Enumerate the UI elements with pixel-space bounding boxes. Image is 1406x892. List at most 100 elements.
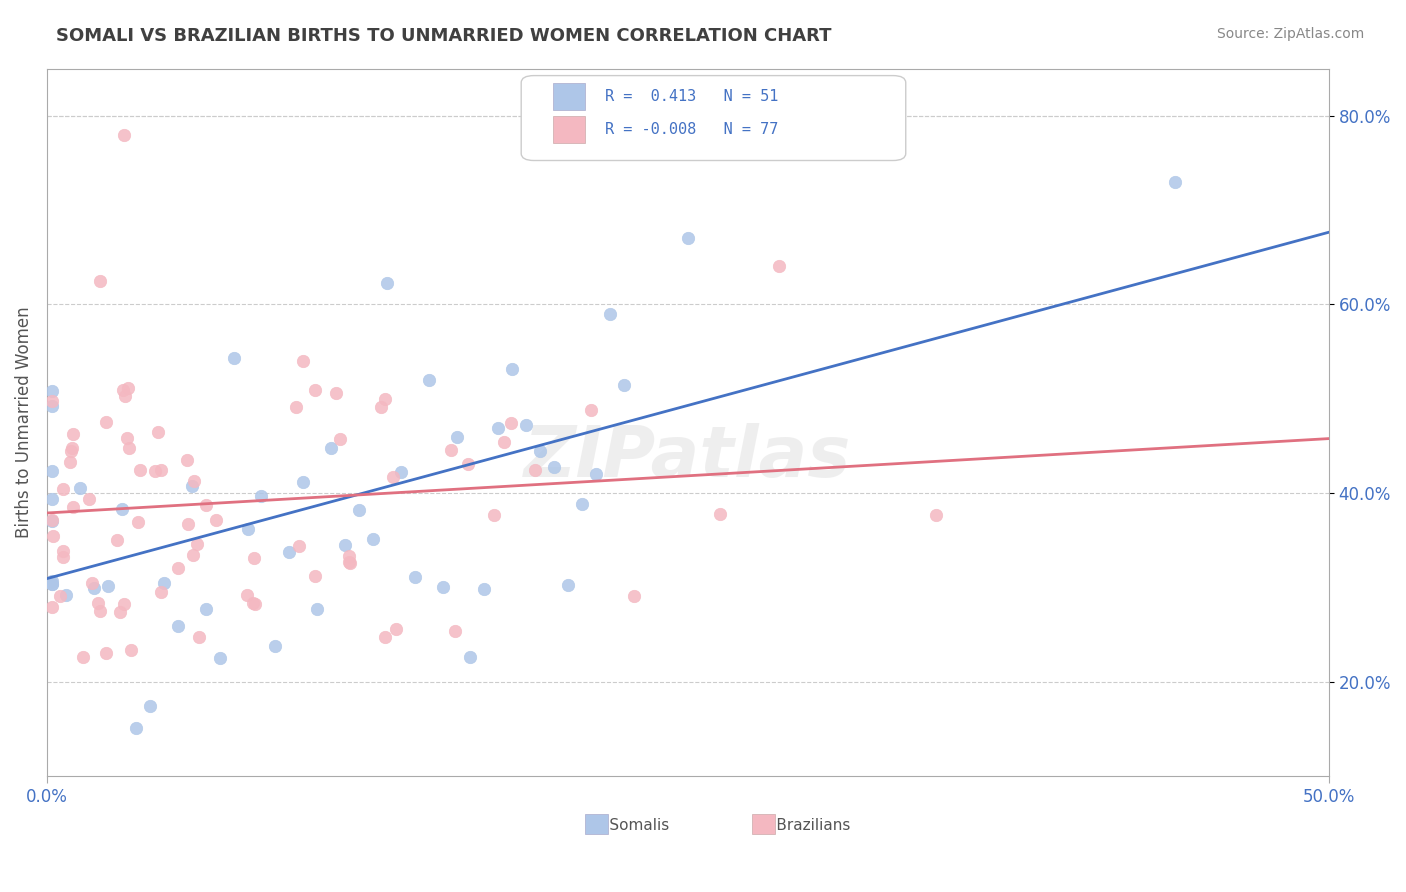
Point <box>153 575 176 590</box>
Point <box>382 470 405 484</box>
Point <box>187 630 209 644</box>
Point <box>243 598 266 612</box>
Text: ZIPatlas: ZIPatlas <box>524 423 852 492</box>
Point <box>62 500 84 514</box>
Point <box>361 532 384 546</box>
Point <box>325 386 347 401</box>
Point <box>501 362 523 376</box>
Point <box>457 457 479 471</box>
Point <box>62 426 84 441</box>
Y-axis label: Births to Unmarried Women: Births to Unmarried Women <box>15 307 32 538</box>
Point <box>925 508 948 522</box>
Point <box>375 276 398 290</box>
Point <box>321 441 343 455</box>
Point <box>89 274 111 288</box>
Point <box>52 482 75 496</box>
Point <box>418 373 440 387</box>
Point <box>41 399 63 413</box>
Point <box>120 643 142 657</box>
Point <box>94 415 117 429</box>
Point <box>139 698 162 713</box>
Point <box>177 517 200 532</box>
Point <box>52 544 75 558</box>
Point <box>474 582 496 596</box>
Point <box>486 421 509 435</box>
Point <box>236 522 259 536</box>
Point <box>83 582 105 596</box>
Point <box>446 429 468 443</box>
Point <box>304 569 326 583</box>
Point <box>585 467 607 481</box>
Point <box>146 425 169 440</box>
Point <box>337 549 360 564</box>
Point <box>581 403 603 417</box>
Point <box>41 513 63 527</box>
Point <box>292 353 315 368</box>
Point <box>111 502 134 516</box>
Point <box>181 548 204 562</box>
Point <box>347 503 370 517</box>
Point <box>41 576 63 591</box>
Point <box>89 604 111 618</box>
FancyBboxPatch shape <box>752 814 775 834</box>
Point <box>60 442 83 456</box>
Point <box>557 578 579 592</box>
Point <box>623 589 645 603</box>
Point <box>42 529 65 543</box>
Point <box>150 463 173 477</box>
Point <box>183 474 205 488</box>
Point <box>768 259 790 273</box>
Point <box>59 455 82 469</box>
Point <box>41 599 63 614</box>
Text: Source: ZipAtlas.com: Source: ZipAtlas.com <box>1216 27 1364 41</box>
Point <box>112 128 135 142</box>
Point <box>69 481 91 495</box>
Point <box>186 537 208 551</box>
Point <box>501 417 523 431</box>
Point <box>127 515 149 529</box>
Point <box>1164 175 1187 189</box>
Point <box>118 441 141 455</box>
Point <box>613 377 636 392</box>
Point <box>117 381 139 395</box>
Point <box>167 619 190 633</box>
Point <box>41 514 63 528</box>
Point <box>524 463 547 477</box>
Point <box>125 722 148 736</box>
Point <box>307 601 329 615</box>
Point <box>72 649 94 664</box>
Point <box>292 475 315 489</box>
Point <box>49 589 72 603</box>
Point <box>329 433 352 447</box>
Point <box>112 598 135 612</box>
Point <box>250 489 273 503</box>
Point <box>77 492 100 507</box>
Point <box>284 401 307 415</box>
Point <box>460 650 482 665</box>
Point <box>112 384 135 398</box>
Point <box>176 453 198 467</box>
Point <box>114 389 136 403</box>
Point <box>709 508 731 522</box>
Point <box>515 417 537 432</box>
Point <box>389 465 412 479</box>
Point <box>370 400 392 414</box>
Point <box>208 650 231 665</box>
Point <box>41 574 63 588</box>
Point <box>529 444 551 458</box>
Point <box>115 431 138 445</box>
Point <box>374 392 396 407</box>
Point <box>333 538 356 552</box>
Text: SOMALI VS BRAZILIAN BIRTHS TO UNMARRIED WOMEN CORRELATION CHART: SOMALI VS BRAZILIAN BIRTHS TO UNMARRIED … <box>56 27 832 45</box>
Point <box>374 630 396 644</box>
FancyBboxPatch shape <box>522 76 905 161</box>
Point <box>97 578 120 592</box>
Point <box>205 513 228 527</box>
Point <box>180 479 202 493</box>
Point <box>440 442 463 457</box>
Text: R = -0.008   N = 77: R = -0.008 N = 77 <box>605 122 778 137</box>
Text: R =  0.413   N = 51: R = 0.413 N = 51 <box>605 89 778 103</box>
Point <box>264 640 287 654</box>
Point <box>41 393 63 408</box>
Point <box>87 596 110 610</box>
